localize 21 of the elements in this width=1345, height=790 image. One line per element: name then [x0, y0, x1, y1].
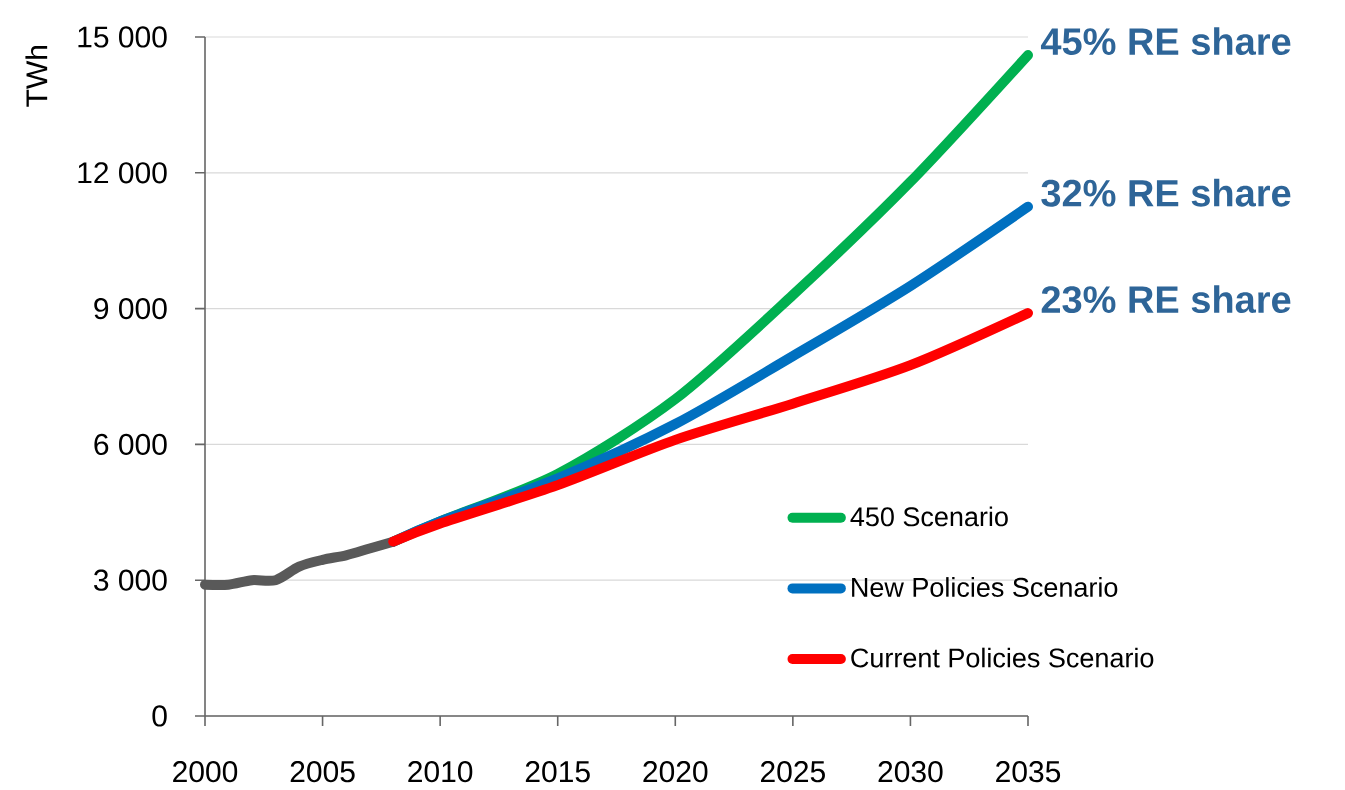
y-axis-title: TWh [25, 45, 48, 107]
x-tick-label: 2015 [525, 761, 590, 783]
y-tick-label: 3 000 [94, 569, 167, 591]
x-tick-label: 2030 [878, 761, 943, 783]
x-tick-label: 2000 [173, 761, 238, 783]
x-tick-label: 2010 [408, 761, 473, 783]
y-tick-label: 9 000 [94, 297, 167, 320]
x-tick-label: 2005 [290, 761, 355, 783]
legend-label: Current Policies Scenario [851, 647, 1154, 668]
y-tick-label: 0 [152, 705, 167, 727]
y-tick-label: 15 000 [78, 26, 167, 48]
x-tick-label: 2025 [760, 761, 825, 783]
legend-label: New Policies Scenario [852, 577, 1118, 597]
x-tick-label: 2020 [643, 761, 708, 783]
x-tick-label: 2035 [996, 761, 1061, 783]
y-tick-label: 6 000 [94, 433, 167, 455]
y-tick-label: 12 000 [78, 162, 167, 184]
legend-label: 450 Scenario [850, 506, 1008, 527]
text: 32% RE share [1041, 178, 1291, 207]
text: 45% RE share [1040, 27, 1291, 56]
text: 23% RE share [1041, 285, 1291, 314]
